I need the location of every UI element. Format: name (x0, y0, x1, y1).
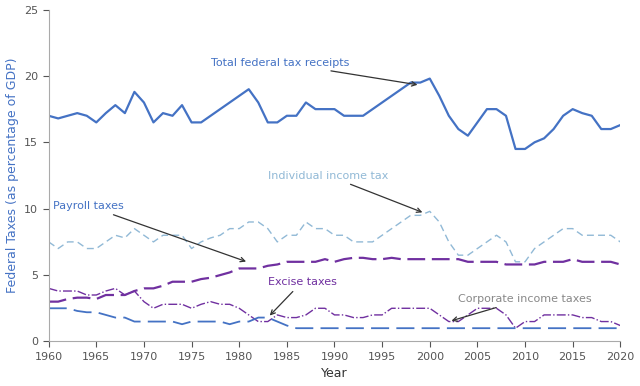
Text: Individual income tax: Individual income tax (268, 171, 421, 212)
Text: Excise taxes: Excise taxes (268, 277, 337, 315)
Y-axis label: Federal Taxes (as percentage of GDP): Federal Taxes (as percentage of GDP) (6, 58, 19, 293)
Text: Corporate income taxes: Corporate income taxes (453, 294, 592, 321)
Text: Total federal tax receipts: Total federal tax receipts (211, 58, 416, 86)
Text: Payroll taxes: Payroll taxes (53, 201, 244, 262)
X-axis label: Year: Year (321, 367, 348, 381)
